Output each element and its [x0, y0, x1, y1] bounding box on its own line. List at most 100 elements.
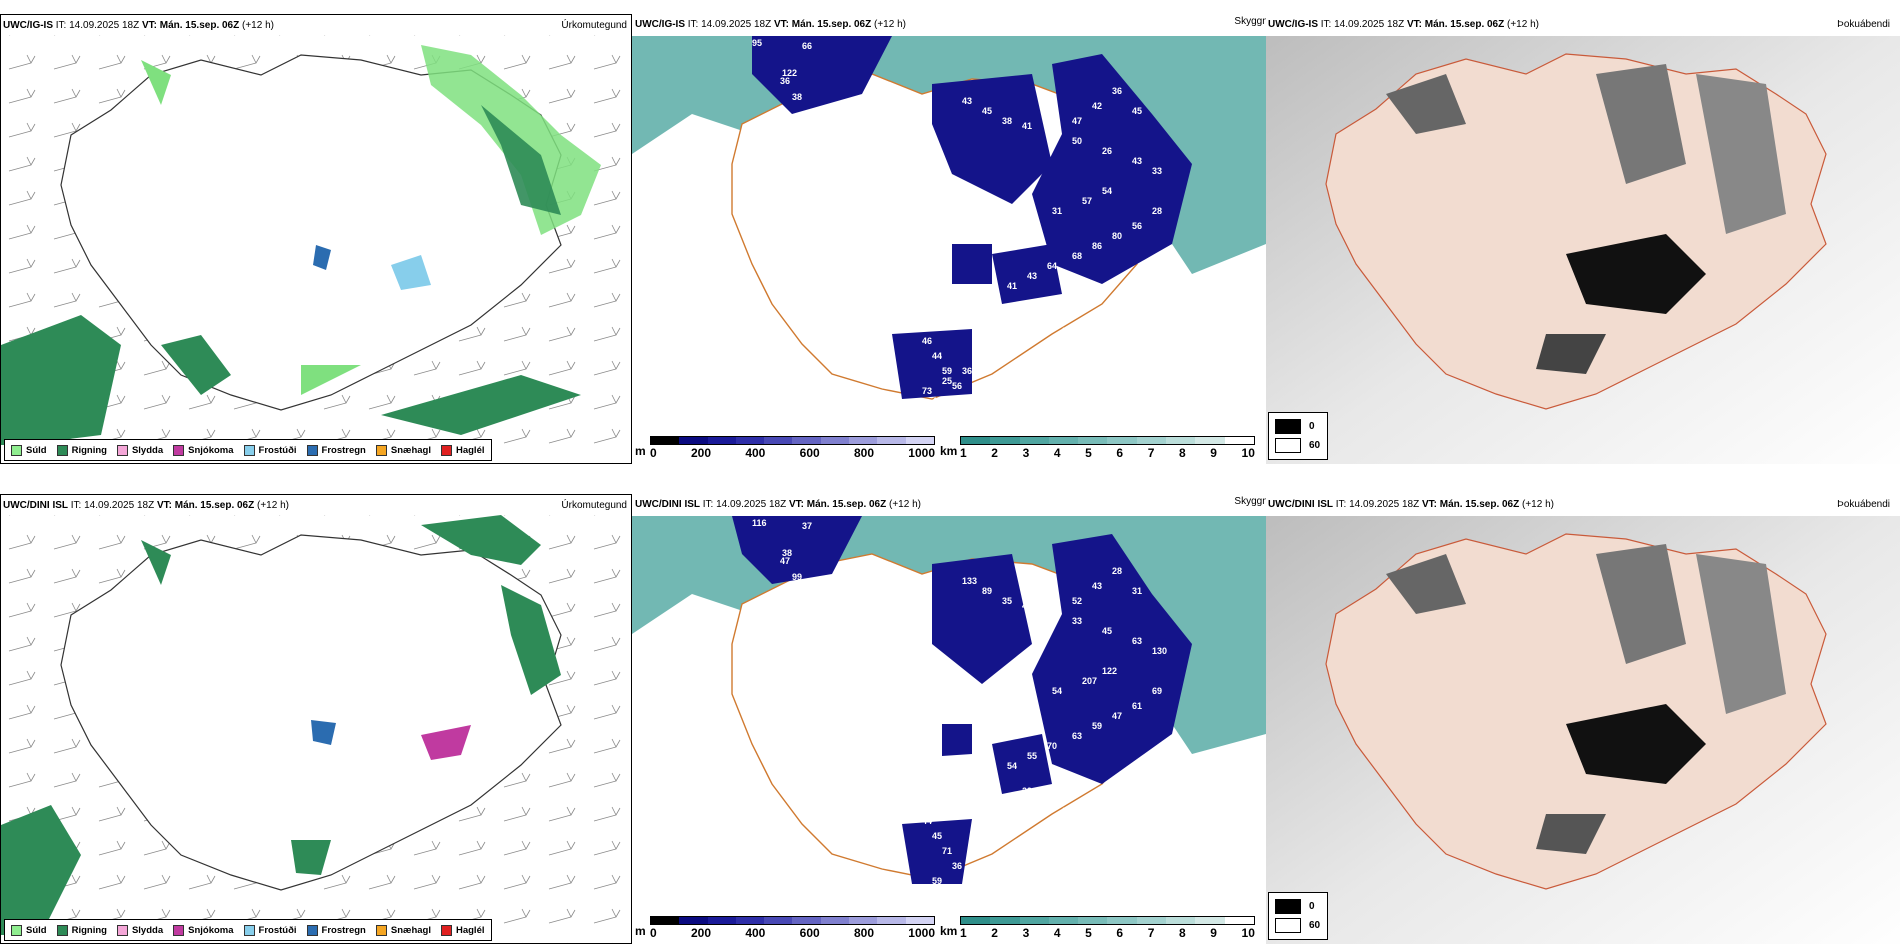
- cloud-base-label: 55: [1027, 751, 1037, 761]
- cloud-visibility-map-row2: UWC/DINI ISL IT: 14.09.2025 18Z VT: Mán.…: [632, 494, 1266, 944]
- cloud-base-label: 43: [962, 96, 972, 106]
- cloud-base-label: 68: [1072, 251, 1082, 261]
- cloud-base-label: 106: [1002, 346, 1017, 356]
- cloudbase-colorbar: m 0 200 400 600 800 1000: [635, 916, 935, 940]
- cloud-base-label: 47: [1112, 711, 1122, 721]
- panel-title: Úrkomutegund: [561, 20, 627, 31]
- cloud-base-label: 64: [1047, 261, 1057, 271]
- cbar-unit: km: [940, 924, 958, 938]
- visibility-colorbar: km 1 2 3 4 5 6 7 8 9 10: [940, 436, 1255, 460]
- cloud-base-label: 36: [1112, 86, 1122, 96]
- cloud-base-label: 95: [752, 38, 762, 48]
- cloud-base-label: 54: [1052, 686, 1062, 696]
- cloud-base-label: 94: [947, 791, 957, 801]
- legend-item: 0: [1275, 899, 1327, 914]
- fog-index-map-row1: UWC/IG-IS IT: 14.09.2025 18Z VT: Mán. 15…: [1266, 14, 1900, 464]
- cloud-base-label: 99: [792, 572, 802, 582]
- legend-item: Haglél: [440, 924, 485, 936]
- legend-item: Frostúði: [243, 924, 297, 936]
- legend-item: Snæhagl: [375, 444, 431, 456]
- cloud-base-label: 36: [952, 861, 962, 871]
- cloud-base-label: 46: [1022, 601, 1032, 611]
- legend-item: 60: [1275, 918, 1327, 933]
- cloud-base-label: 56: [1132, 221, 1142, 231]
- cloud-base-label: 101: [1042, 316, 1057, 326]
- cloud-base-label: 64: [967, 781, 977, 791]
- legend-item: Súld: [11, 444, 47, 456]
- legend-item: 0: [1275, 419, 1327, 434]
- cloud-base-label: 122: [1102, 666, 1117, 676]
- cloud-base-label: 59: [932, 876, 942, 886]
- cloud-base-label: 45: [932, 831, 942, 841]
- panel-header: UWC/IG-IS IT: 14.09.2025 18Z VT: Mán. 15…: [1268, 19, 1539, 30]
- cloud-base-label: 62: [917, 886, 927, 896]
- cloud-base-label: 63: [1072, 731, 1082, 741]
- cloud-base-label: 122: [782, 68, 797, 78]
- cloud-base-label: 100: [947, 311, 962, 321]
- precip-type-map-row2: UWC/DINI ISL IT: 14.09.2025 18Z VT: Mán.…: [0, 494, 632, 944]
- cloud-base-label: 56: [952, 381, 962, 391]
- panel-header: UWC/DINI ISL IT: 14.09.2025 18Z VT: Mán.…: [1268, 499, 1554, 510]
- cbar-strip: [960, 916, 1255, 925]
- cloud-base-label: 43: [1092, 581, 1102, 591]
- cbar-strip: [650, 436, 935, 445]
- cloud-base-label: 46: [922, 336, 932, 346]
- cloud-base-label: 31: [1052, 206, 1062, 216]
- cloud-base-label: 99: [1082, 336, 1092, 346]
- cbar-strip: [960, 436, 1255, 445]
- cloud-base-label: 71: [942, 846, 952, 856]
- cbar-ticks: 0 200 400 600 800 1000: [650, 926, 935, 940]
- cloud-base-label: 38: [792, 92, 802, 102]
- panel-header: UWC/DINI ISL IT: 14.09.2025 18Z VT: Mán.…: [635, 499, 921, 510]
- cloud-base-label: 33: [1152, 166, 1162, 176]
- precip-legend: Súld Rigning Slydda Snjókoma Frostúði Fr…: [4, 439, 492, 461]
- panel-title: Þokuábendi: [1837, 499, 1890, 510]
- cloud-base-label: 217: [1062, 806, 1077, 816]
- cloud-base-label: 43: [1027, 271, 1037, 281]
- cloud-base-label: 56: [1042, 796, 1052, 806]
- cloud-base-label: 44: [922, 816, 932, 826]
- cloud-base-label: 78: [1022, 306, 1032, 316]
- panel-title: Þokuábendi: [1837, 19, 1890, 30]
- legend-item: Frostregn: [306, 924, 366, 936]
- fog-legend: 0 60: [1268, 892, 1328, 940]
- fog-map: [1266, 36, 1900, 464]
- cbar-unit: km: [940, 444, 958, 458]
- cbar-unit: m: [635, 924, 646, 938]
- cloud-base-label: 59: [942, 366, 952, 376]
- cbar-unit: m: [635, 444, 646, 458]
- cloud-base-label: 70: [1047, 741, 1057, 751]
- cloud-base-label: 39: [982, 356, 992, 366]
- legend-item: Slydda: [116, 924, 163, 936]
- legend-item: Frostúði: [243, 444, 297, 456]
- cloud-base-label: 26: [1102, 146, 1112, 156]
- panel-header: UWC/IG-IS IT: 14.09.2025 18Z VT: Mán. 15…: [3, 20, 274, 31]
- legend-item: Rigning: [56, 444, 107, 456]
- cbar-ticks: 0 200 400 600 800 1000: [650, 446, 935, 460]
- panel-header: UWC/IG-IS IT: 14.09.2025 18Z VT: Mán. 15…: [635, 19, 906, 30]
- cbar-ticks: 1 2 3 4 5 6 7 8 9 10: [960, 446, 1255, 460]
- legend-item: Frostregn: [306, 444, 366, 456]
- precip-map: [1, 515, 631, 943]
- legend-item: Slydda: [116, 444, 163, 456]
- cloud-base-label: 47: [780, 556, 790, 566]
- cloud-base-label: 714: [992, 806, 1007, 816]
- cloud-base-label: 54: [1102, 186, 1112, 196]
- precip-type-map-row1: UWC/IG-IS IT: 14.09.2025 18Z VT: Mán. 15…: [0, 14, 632, 464]
- cloud-base-label: 36: [780, 76, 790, 86]
- visibility-colorbar: km 1 2 3 4 5 6 7 8 9 10: [940, 916, 1255, 940]
- panel-title: Skyggni: [1234, 496, 1266, 507]
- cloud-base-label: 47: [1072, 116, 1082, 126]
- cloud-base-label: 38: [782, 548, 792, 558]
- cloud-base-label: 89: [982, 586, 992, 596]
- cloud-visibility-map-row1: UWC/IG-IS IT: 14.09.2025 18Z VT: Mán. 15…: [632, 14, 1266, 464]
- panel-title: Úrkomutegund: [561, 500, 627, 511]
- cloud-base-label: 86: [1092, 241, 1102, 251]
- cloud-base-label: 52: [817, 121, 827, 131]
- cloud-base-label: 207: [1082, 676, 1097, 686]
- cloud-base-label: 59: [1092, 721, 1102, 731]
- cloud-base-label: 42: [1092, 101, 1102, 111]
- cloud-base-label: 50: [1072, 136, 1082, 146]
- cloud-base-label: 73: [922, 386, 932, 396]
